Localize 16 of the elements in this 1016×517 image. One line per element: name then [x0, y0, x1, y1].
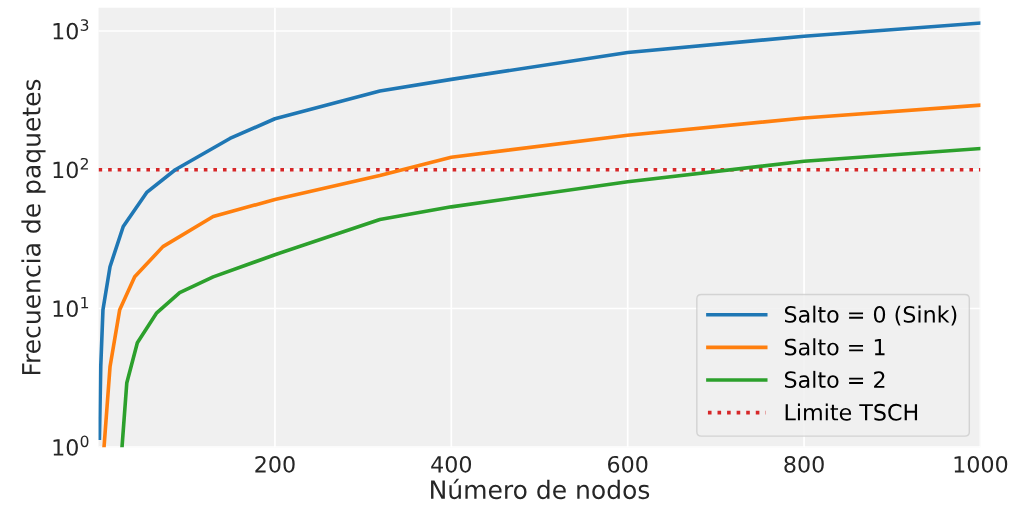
legend-label: Salto = 0 (Sink): [784, 305, 957, 326]
y-tick-label: 10$^{2}$: [53, 157, 88, 179]
legend-label: Salto = 2: [784, 370, 885, 389]
y-axis-title: Frecuencia de paquetes: [21, 79, 46, 375]
x-tick-label: 1000: [954, 455, 1008, 473]
legend-label: Limite TSCH: [785, 403, 918, 421]
x-tick-label: 600: [608, 455, 648, 473]
x-axis-title: Número de nodos: [431, 478, 650, 500]
x-tick-label: 200: [255, 455, 295, 473]
x-tick-label: 800: [784, 455, 824, 473]
y-tick-label: 10$^{3}$: [53, 19, 89, 40]
y-tick-label: 10$^{1}$: [53, 296, 89, 318]
line-series: [98, 21, 981, 441]
x-tick-label: 400: [431, 455, 472, 473]
y-tick-label: 10$^{0}$: [53, 435, 89, 456]
legend-label: Salto = 1: [784, 338, 885, 356]
